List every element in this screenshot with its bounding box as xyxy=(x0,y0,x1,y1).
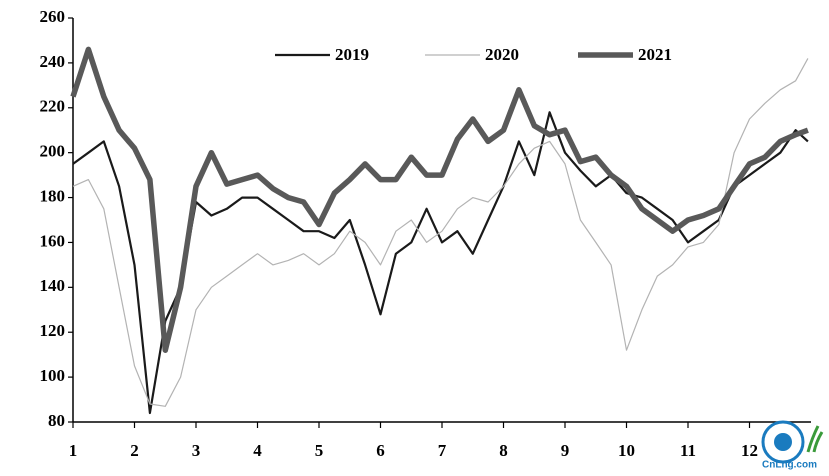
watermark-logo: CnLng.com xyxy=(761,420,824,471)
x-tick-label: 9 xyxy=(561,441,570,460)
y-tick-label: 80 xyxy=(48,411,65,430)
y-tick-label: 260 xyxy=(40,7,66,26)
legend-label: 2019 xyxy=(335,45,369,64)
x-tick-label: 3 xyxy=(192,441,201,460)
x-tick-label: 5 xyxy=(315,441,324,460)
legend-label: 2021 xyxy=(638,45,672,64)
y-tick-label: 140 xyxy=(40,276,66,295)
x-tick-label: 11 xyxy=(680,441,696,460)
x-tick-label: 6 xyxy=(376,441,385,460)
legend-label: 2020 xyxy=(485,45,519,64)
series-line xyxy=(72,58,809,407)
y-tick-label: 160 xyxy=(40,231,66,250)
y-tick-label: 220 xyxy=(40,97,66,116)
x-tick-label: 12 xyxy=(741,441,758,460)
x-tick-label: 1 xyxy=(69,441,78,460)
watermark: CnLng.com xyxy=(762,460,817,471)
y-tick-label: 240 xyxy=(40,52,66,71)
y-tick-label: 120 xyxy=(40,321,66,340)
x-tick-label: 8 xyxy=(499,441,508,460)
series-line xyxy=(70,46,809,353)
y-tick-label: 200 xyxy=(40,142,66,161)
x-tick-label: 7 xyxy=(438,441,447,460)
x-tick-label: 10 xyxy=(618,441,635,460)
x-tick-label: 2 xyxy=(130,441,139,460)
y-tick-label: 180 xyxy=(40,186,66,205)
y-tick-label: 100 xyxy=(40,366,66,385)
x-tick-label: 4 xyxy=(253,441,262,460)
